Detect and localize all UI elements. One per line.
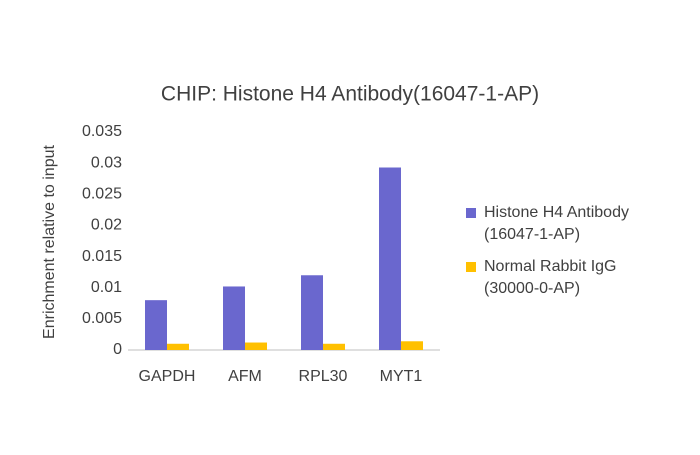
y-tick-label: 0 bbox=[113, 341, 122, 358]
bar bbox=[223, 286, 245, 350]
y-tick-label: 0.02 bbox=[91, 217, 122, 234]
y-tick-label: 0.01 bbox=[91, 279, 122, 296]
y-axis-label: Enrichment relative to input bbox=[41, 145, 58, 339]
legend-label: Normal Rabbit IgG (30000-0-AP) bbox=[484, 258, 617, 297]
legend-swatch bbox=[466, 262, 476, 272]
y-tick-label: 0.005 bbox=[82, 310, 122, 327]
legend-swatch bbox=[466, 208, 476, 218]
legend-label: Histone H4 Antibody (16047-1-AP) bbox=[484, 204, 629, 243]
bar bbox=[245, 342, 267, 350]
x-tick-label: RPL30 bbox=[299, 368, 348, 385]
bar bbox=[401, 341, 423, 350]
bar bbox=[167, 343, 189, 350]
bar bbox=[301, 275, 323, 350]
y-tick-label: 0.035 bbox=[82, 123, 122, 140]
bar bbox=[379, 167, 401, 350]
y-tick-label: 0.015 bbox=[82, 248, 122, 265]
y-tick-label: 0.025 bbox=[82, 186, 122, 203]
bar bbox=[145, 300, 167, 350]
chart-title: CHIP: Histone H4 Antibody(16047-1-AP) bbox=[161, 83, 539, 106]
y-tick-label: 0.03 bbox=[91, 154, 122, 171]
x-tick-label: MYT1 bbox=[380, 368, 423, 385]
x-tick-label: AFM bbox=[228, 368, 262, 385]
bar bbox=[323, 343, 345, 350]
x-tick-label: GAPDH bbox=[139, 368, 196, 385]
